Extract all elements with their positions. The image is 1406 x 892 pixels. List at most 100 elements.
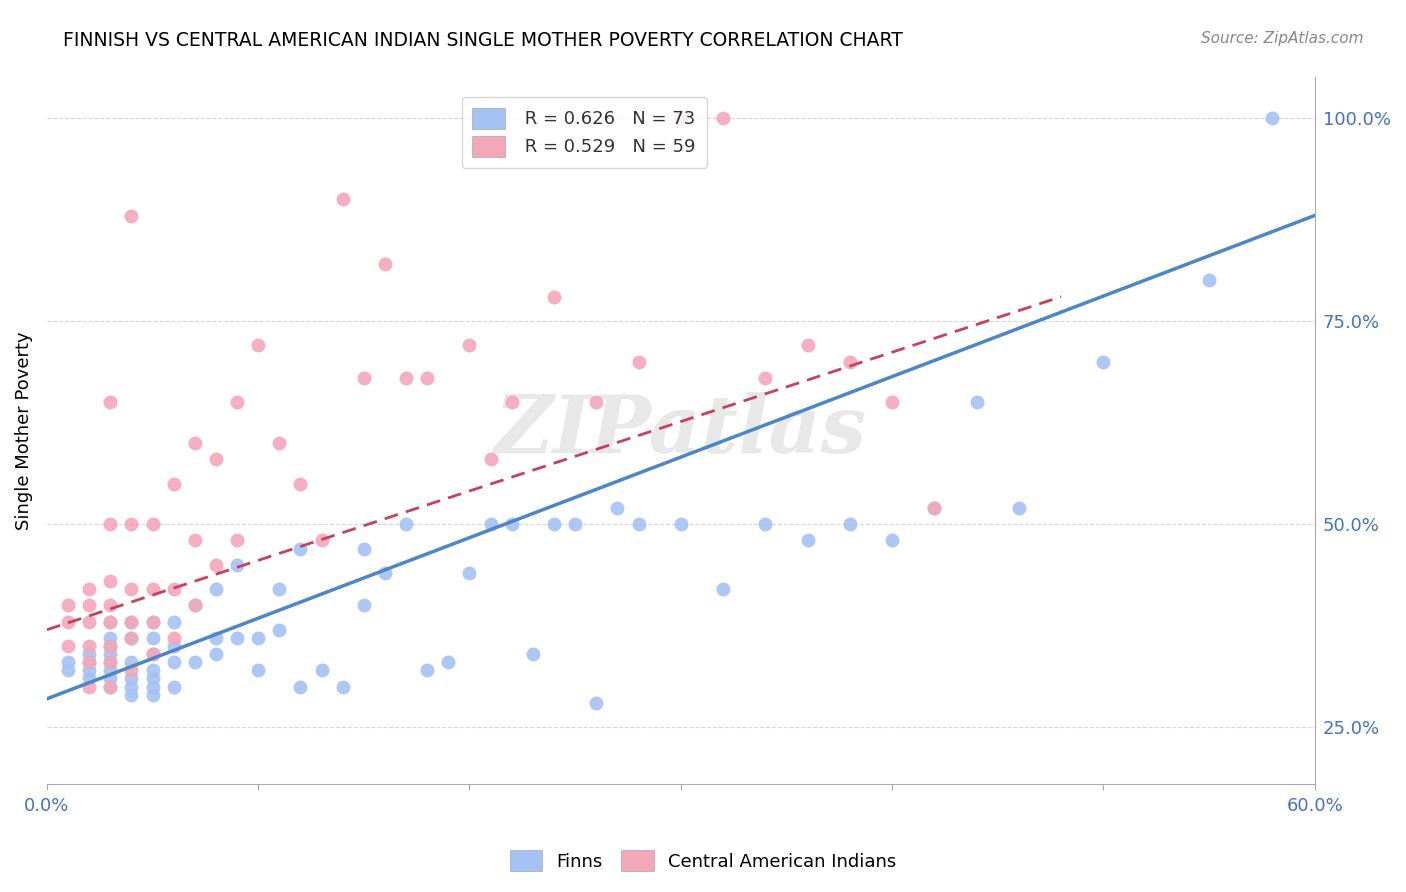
Point — [332, 192, 354, 206]
Point — [77, 615, 100, 629]
Point — [1198, 273, 1220, 287]
Point — [184, 655, 207, 669]
Point — [311, 533, 333, 548]
Point — [290, 680, 312, 694]
Point — [120, 672, 142, 686]
Point — [669, 111, 692, 125]
Point — [479, 517, 502, 532]
Point — [796, 338, 818, 352]
Point — [56, 599, 79, 613]
Point — [226, 395, 249, 409]
Point — [606, 500, 628, 515]
Point — [332, 680, 354, 694]
Point — [564, 517, 586, 532]
Point — [353, 599, 375, 613]
Point — [56, 639, 79, 653]
Point — [98, 664, 121, 678]
Point — [290, 541, 312, 556]
Point — [880, 395, 903, 409]
Point — [163, 582, 186, 596]
Point — [437, 655, 460, 669]
Point — [120, 664, 142, 678]
Point — [141, 647, 163, 661]
Point — [247, 631, 270, 645]
Text: ZIPatlas: ZIPatlas — [495, 392, 868, 469]
Point — [205, 452, 228, 467]
Point — [838, 355, 860, 369]
Point — [479, 452, 502, 467]
Point — [163, 680, 186, 694]
Point — [416, 371, 439, 385]
Legend: Finns, Central American Indians: Finns, Central American Indians — [502, 843, 904, 879]
Point — [711, 582, 734, 596]
Legend:  R = 0.626   N = 73,  R = 0.529   N = 59: R = 0.626 N = 73, R = 0.529 N = 59 — [461, 97, 707, 168]
Point — [880, 533, 903, 548]
Point — [247, 338, 270, 352]
Point — [141, 647, 163, 661]
Point — [163, 639, 186, 653]
Point — [77, 672, 100, 686]
Point — [163, 615, 186, 629]
Point — [184, 533, 207, 548]
Point — [458, 338, 481, 352]
Text: Source: ZipAtlas.com: Source: ZipAtlas.com — [1201, 31, 1364, 46]
Point — [141, 631, 163, 645]
Point — [56, 615, 79, 629]
Point — [120, 631, 142, 645]
Point — [141, 664, 163, 678]
Point — [184, 599, 207, 613]
Point — [290, 476, 312, 491]
Point — [924, 500, 946, 515]
Point — [924, 500, 946, 515]
Point — [205, 558, 228, 572]
Point — [163, 631, 186, 645]
Point — [838, 517, 860, 532]
Point — [395, 371, 418, 385]
Point — [77, 680, 100, 694]
Point — [754, 517, 776, 532]
Point — [796, 533, 818, 548]
Point — [98, 680, 121, 694]
Point — [77, 655, 100, 669]
Point — [77, 599, 100, 613]
Point — [98, 615, 121, 629]
Point — [120, 655, 142, 669]
Point — [141, 582, 163, 596]
Point — [77, 664, 100, 678]
Point — [98, 574, 121, 588]
Text: FINNISH VS CENTRAL AMERICAN INDIAN SINGLE MOTHER POVERTY CORRELATION CHART: FINNISH VS CENTRAL AMERICAN INDIAN SINGL… — [63, 31, 903, 50]
Point — [98, 395, 121, 409]
Point — [163, 655, 186, 669]
Point — [669, 517, 692, 532]
Point — [98, 655, 121, 669]
Point — [98, 672, 121, 686]
Y-axis label: Single Mother Poverty: Single Mother Poverty — [15, 332, 32, 530]
Point — [269, 436, 291, 450]
Point — [226, 558, 249, 572]
Point — [163, 476, 186, 491]
Point — [120, 631, 142, 645]
Point — [98, 517, 121, 532]
Point — [247, 664, 270, 678]
Point — [120, 615, 142, 629]
Point — [395, 517, 418, 532]
Point — [120, 209, 142, 223]
Point — [98, 655, 121, 669]
Point — [120, 680, 142, 694]
Point — [141, 672, 163, 686]
Point — [98, 631, 121, 645]
Point — [205, 631, 228, 645]
Point — [311, 664, 333, 678]
Point — [522, 647, 544, 661]
Point — [543, 290, 565, 304]
Point — [353, 541, 375, 556]
Point — [56, 664, 79, 678]
Point — [120, 517, 142, 532]
Point — [627, 355, 650, 369]
Point — [184, 436, 207, 450]
Point — [501, 395, 523, 409]
Point — [205, 582, 228, 596]
Point — [141, 680, 163, 694]
Point — [120, 582, 142, 596]
Point — [585, 395, 607, 409]
